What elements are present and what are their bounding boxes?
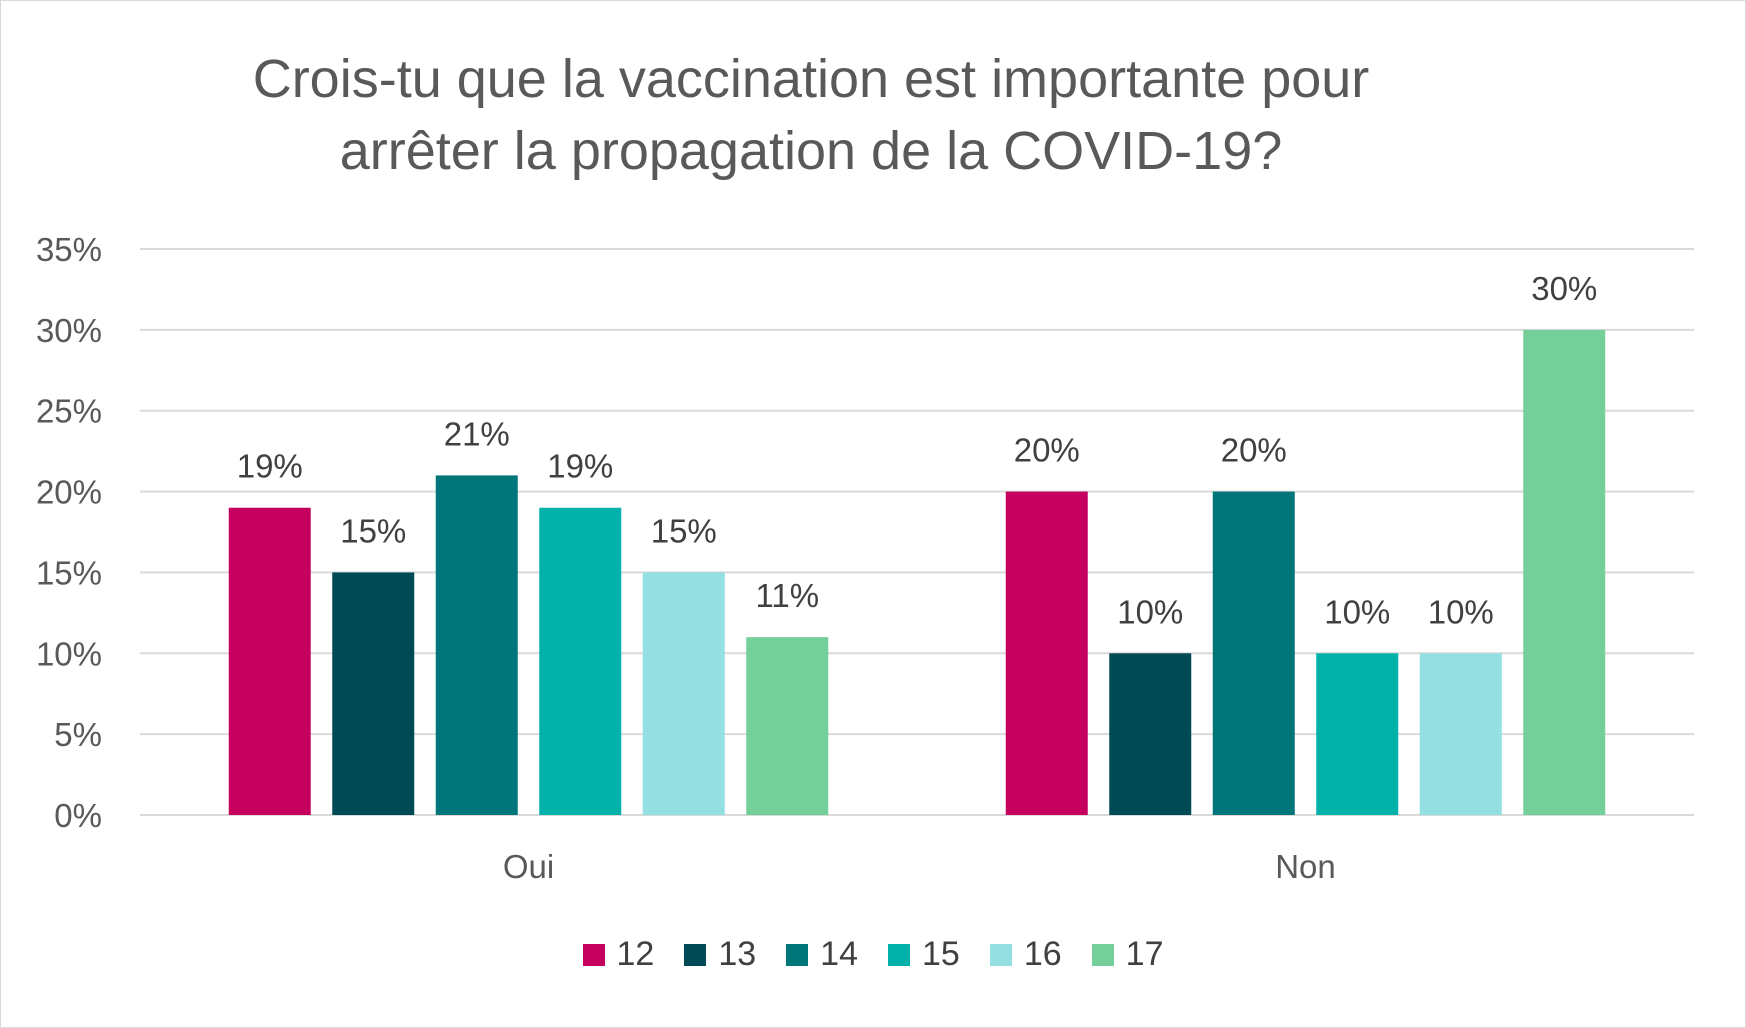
legend-item: 13 [684, 935, 756, 974]
bar-oui-15 [539, 507, 622, 815]
legend-swatch [684, 943, 707, 966]
legend-label: 14 [820, 935, 858, 973]
y-tick-label: 5% [54, 716, 102, 753]
legend-swatch [888, 943, 910, 966]
y-axis-tick-labels: 0% 5% 10% 15% 20% 25% 30% 35% [36, 231, 102, 834]
data-label: 20% [1221, 432, 1287, 469]
legend-label: 12 [616, 935, 655, 973]
legend-swatch [989, 943, 1012, 966]
y-tick-label: 25% [36, 393, 102, 430]
bar-non-13 [1109, 653, 1192, 815]
legend-item: 14 [786, 935, 858, 974]
bar-oui-14 [435, 475, 518, 815]
data-label: 10% [1324, 593, 1390, 630]
bar-non-17 [1523, 329, 1606, 815]
bar-non-16 [1419, 653, 1502, 815]
data-labels: 19% 15% 21% 19% 15% 11% 20% 10% 20% 10% 10% 30% [237, 270, 1598, 630]
data-label: 21% [444, 415, 510, 452]
legend-swatch [786, 943, 809, 966]
x-axis-category-labels: Oui Non [503, 848, 1336, 885]
data-label: 19% [547, 448, 613, 485]
legend-swatch [1091, 943, 1114, 966]
chart-title: Crois-tu que la vaccination est importan… [101, 43, 1521, 187]
chart-title-line-1: Crois-tu que la vaccination est importan… [252, 49, 1370, 109]
bar-oui-12 [228, 507, 311, 815]
legend-item: 15 [888, 935, 960, 974]
legend-label: 16 [1023, 935, 1062, 973]
legend-label: 13 [718, 935, 757, 973]
data-label: 10% [1117, 593, 1183, 630]
data-label: 19% [237, 448, 303, 485]
y-tick-label: 10% [36, 635, 102, 672]
legend-label: 17 [1125, 935, 1164, 973]
y-tick-label: 35% [36, 231, 102, 268]
bar-non-15 [1316, 653, 1399, 815]
bar-non-12 [1005, 491, 1088, 815]
bars [228, 329, 1606, 815]
chart-title-line-2: arrêter la propagation de la COVID-19? [339, 121, 1283, 181]
bar-non-14 [1212, 491, 1295, 815]
data-label: 15% [651, 512, 717, 549]
bar-oui-16 [642, 572, 725, 815]
legend-item: 16 [989, 935, 1062, 974]
data-label: 11% [755, 577, 819, 614]
chart-legend: 12 13 14 15 16 17 [0, 935, 1746, 974]
x-tick-label: Non [1275, 848, 1336, 885]
y-tick-label: 15% [36, 554, 102, 591]
data-label: 30% [1531, 270, 1597, 307]
legend-item: 17 [1091, 935, 1164, 974]
y-tick-label: 20% [36, 474, 102, 511]
data-label: 15% [340, 512, 406, 549]
bar-oui-13 [332, 572, 415, 815]
y-tick-label: 0% [54, 797, 102, 834]
data-label: 20% [1014, 432, 1080, 469]
legend-label: 15 [922, 935, 960, 973]
y-tick-label: 30% [36, 312, 102, 349]
legend-item: 12 [582, 935, 655, 974]
data-label: 10% [1428, 593, 1494, 630]
legend-swatch [582, 943, 605, 966]
x-tick-label: Oui [503, 848, 554, 885]
bar-oui-17 [746, 637, 829, 815]
